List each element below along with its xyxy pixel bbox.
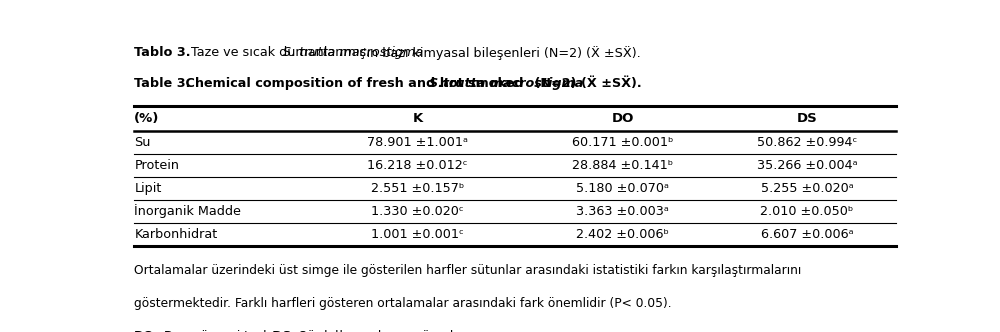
Text: 2.402 ±0.006ᵇ: 2.402 ±0.006ᵇ xyxy=(576,228,669,241)
Text: Sıcak dumanlanmış örnek: Sıcak dumanlanmış örnek xyxy=(295,330,457,332)
Text: 5.180 ±0.070ᵃ: 5.180 ±0.070ᵃ xyxy=(576,182,669,195)
Text: 3.363 ±0.003ᵃ: 3.363 ±0.003ᵃ xyxy=(576,205,669,217)
Text: Protein: Protein xyxy=(134,159,179,172)
Text: 60.171 ±0.001ᵇ: 60.171 ±0.001ᵇ xyxy=(572,135,674,149)
Text: 28.884 ±0.141ᵇ: 28.884 ±0.141ᵇ xyxy=(572,159,674,172)
Text: DS:: DS: xyxy=(268,330,296,332)
Text: Chemical composition of fresh and hot smoked: Chemical composition of fresh and hot sm… xyxy=(181,77,528,90)
Text: Taze ve sıcak dumanlanmış: Taze ve sıcak dumanlanmış xyxy=(187,46,370,59)
Text: Table 3.: Table 3. xyxy=(134,77,191,90)
Text: K: K xyxy=(412,112,423,125)
Text: Tablo 3.: Tablo 3. xyxy=(134,46,191,59)
Text: Lipit: Lipit xyxy=(134,182,162,195)
Text: 50.862 ±0.994ᶜ: 50.862 ±0.994ᶜ xyxy=(757,135,857,149)
Text: Karbonhidrat: Karbonhidrat xyxy=(134,228,218,241)
Text: (%): (%) xyxy=(134,112,160,125)
Text: 6.607 ±0.006ᵃ: 6.607 ±0.006ᵃ xyxy=(761,228,853,241)
Text: 5.255 ±0.020ᵃ: 5.255 ±0.020ᵃ xyxy=(761,182,853,195)
Text: 2.010 ±0.050ᵇ: 2.010 ±0.050ᵇ xyxy=(760,205,854,217)
Text: 16.218 ±0.012ᶜ: 16.218 ±0.012ᶜ xyxy=(367,159,468,172)
Text: DO: DO xyxy=(612,112,634,125)
Text: 1.001 ±0.001ᶜ: 1.001 ±0.001ᶜ xyxy=(371,228,464,241)
Text: 35.266 ±0.004ᵃ: 35.266 ±0.004ᵃ xyxy=(757,159,857,172)
Text: DO:: DO: xyxy=(134,330,160,332)
Text: DS: DS xyxy=(797,112,817,125)
Text: İnorganik Madde: İnorganik Madde xyxy=(134,204,241,218)
Text: S. trutta macrostigma: S. trutta macrostigma xyxy=(283,46,423,59)
Text: Su: Su xyxy=(134,135,151,149)
Text: 2.551 ±0.157ᵇ: 2.551 ±0.157ᵇ xyxy=(371,182,464,195)
Text: göstermektedir. Farklı harfleri gösteren ortalamalar arasındaki fark önemlidir (: göstermektedir. Farklı harfleri gösteren… xyxy=(134,297,672,310)
Text: Dum. öncesi tuzlanmış örnek,: Dum. öncesi tuzlanmış örnek, xyxy=(160,330,346,332)
Text: 1.330 ±0.020ᶜ: 1.330 ±0.020ᶜ xyxy=(371,205,464,217)
Text: Ortalamalar üzerindeki üst simge ile gösterilen harfler sütunlar arasındaki ista: Ortalamalar üzerindeki üst simge ile gös… xyxy=(134,264,802,277)
Text: (N=2) (Ẍ ±SẌ).: (N=2) (Ẍ ±SẌ). xyxy=(530,77,641,90)
Text: 'ın bazı kimyasal bileşenleri (N=2) (Ẍ ±SẌ).: 'ın bazı kimyasal bileşenleri (N=2) (Ẍ ±… xyxy=(363,46,641,60)
Text: 78.901 ±1.001ᵃ: 78.901 ±1.001ᵃ xyxy=(367,135,468,149)
Text: S.trutta macrostigma: S.trutta macrostigma xyxy=(429,77,583,90)
